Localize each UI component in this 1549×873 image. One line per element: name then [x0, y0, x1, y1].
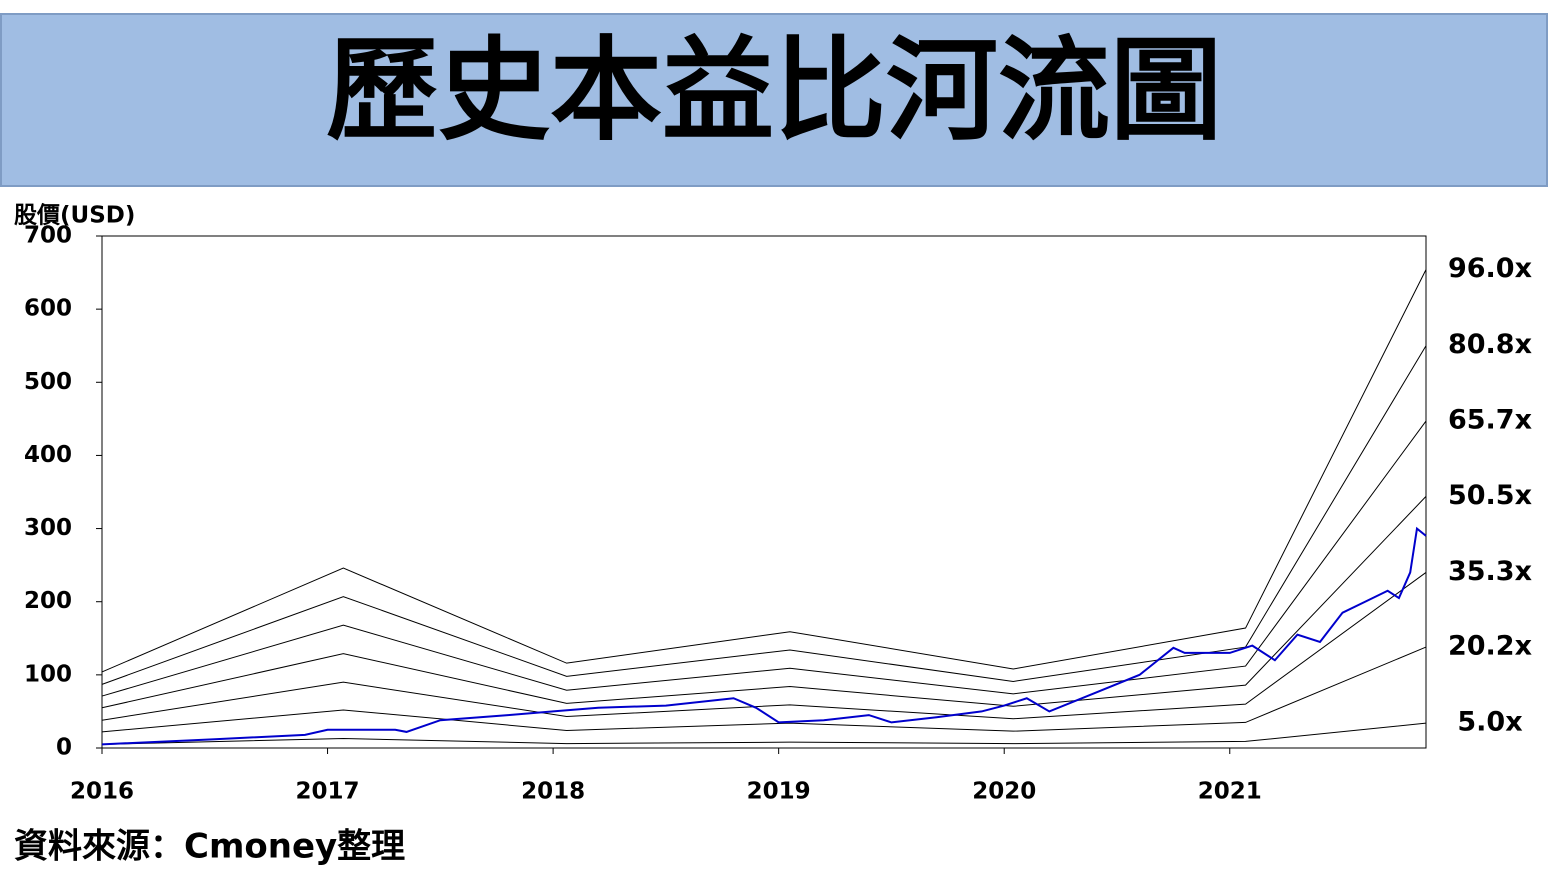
pe-band-line: [101, 269, 1427, 673]
legend-label: 35.3x: [1448, 556, 1532, 587]
pe-band-line: [101, 572, 1427, 721]
x-tick-label: 2016: [70, 779, 134, 805]
y-tick-label: 100: [24, 661, 72, 687]
legend-label: 96.0x: [1448, 253, 1532, 284]
y-tick-label: 500: [24, 369, 72, 395]
x-tick-label: 2017: [296, 779, 360, 805]
pe-band-line: [101, 420, 1427, 697]
legend-label: 20.2x: [1448, 631, 1532, 662]
x-tick-label: 2019: [747, 779, 811, 805]
y-tick-label: 700: [24, 223, 72, 249]
x-tick-label: 2018: [521, 779, 585, 805]
legend-label: 50.5x: [1448, 480, 1532, 511]
chart-title: 歷史本益比河流圖: [326, 26, 1222, 156]
price-line: [101, 526, 1427, 746]
pe-band-line: [101, 722, 1427, 745]
title-banner: [0, 13, 1548, 187]
pe-band-line: [101, 345, 1427, 685]
legend-label: 80.8x: [1448, 329, 1532, 360]
y-tick-label: 600: [24, 296, 72, 322]
y-tick-label: 0: [56, 735, 72, 761]
y-tick-label: 200: [24, 588, 72, 614]
y-tick-label: 300: [24, 515, 72, 541]
y-tick-label: 400: [24, 442, 72, 468]
legend-label: 5.0x: [1457, 707, 1522, 738]
source-note: 資料來源：Cmoney整理: [14, 827, 405, 867]
y-axis-label: 股價(USD): [14, 203, 135, 229]
pe-band-line: [101, 646, 1427, 733]
x-tick-label: 2021: [1198, 779, 1262, 805]
plot-area: [101, 235, 1427, 749]
legend-label: 65.7x: [1448, 405, 1532, 436]
x-tick-label: 2020: [972, 779, 1036, 805]
pe-band-line: [101, 496, 1427, 709]
